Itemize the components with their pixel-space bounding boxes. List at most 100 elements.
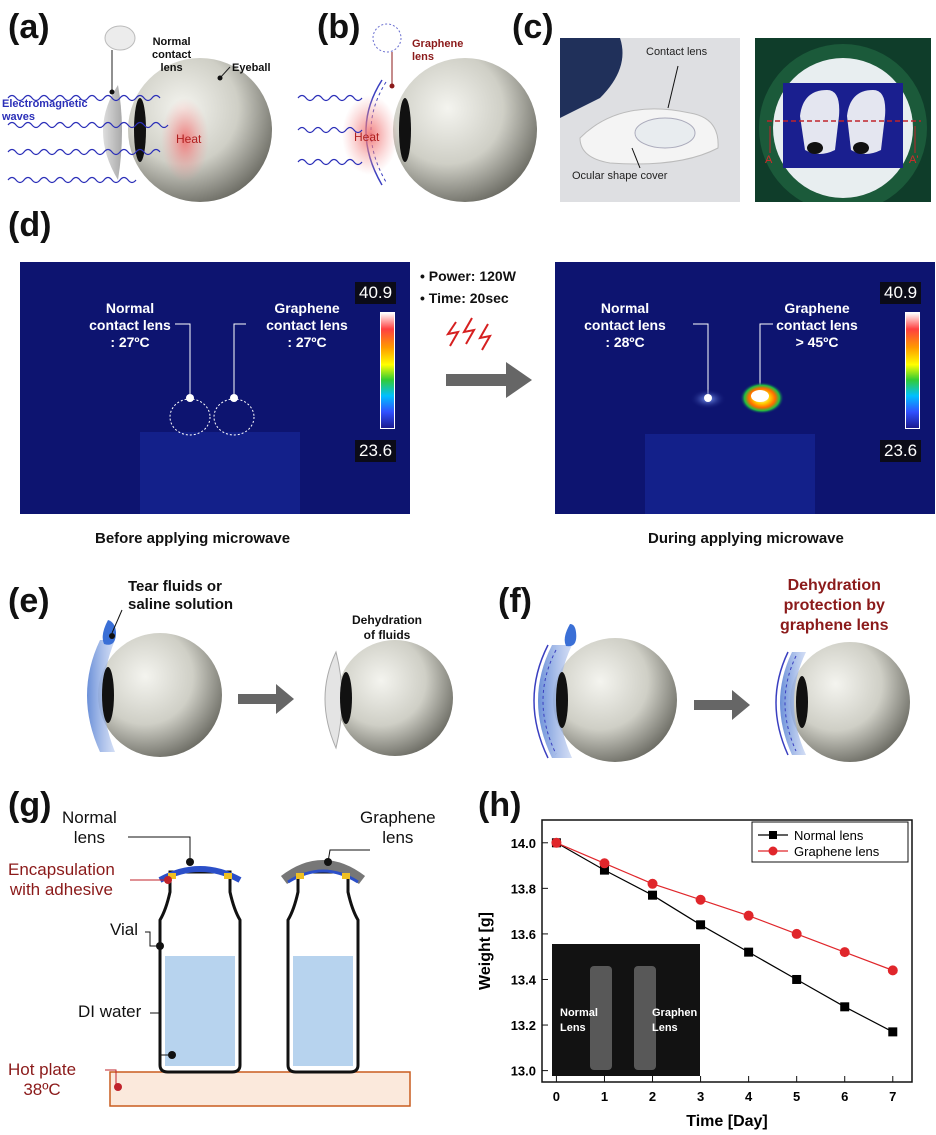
data-point-normal [744,947,754,957]
scale-min-before: 23.6 [355,440,397,462]
normal-contact-lens-label: Normal contact lens [152,36,192,74]
data-point-graphene [551,837,562,848]
tear-fluids-label: Tear fluids or saline solution [128,578,234,613]
color-scale-bar-during [905,312,920,429]
dehydration-of-fluids-label: Dehydration of fluids [352,613,423,642]
lens-cross-section-photo: A A' [755,38,931,202]
hot-plate [109,1071,411,1107]
eyeball-label: Eyeball [232,62,271,74]
vial-label: Vial [110,920,139,939]
data-point-normal [792,974,802,984]
time-value: Time: 20sec [428,290,509,306]
y-tick-label: 13.6 [511,927,536,942]
data-point-normal [648,890,658,900]
series-line-0 [556,842,894,1033]
inset-graphene-label: Lens [652,1022,678,1034]
color-scale-bar-before [380,312,395,429]
panel-label-b: (b) [317,8,361,46]
inset-normal-label: Lens [560,1022,586,1034]
normal-lens-temp-before: Normal contact lens : 27ºC [89,300,171,350]
data-point-graphene [695,894,706,905]
graphene-lens-temp-before: Graphene contact lens : 27ºC [266,300,348,350]
x-tick-label: 1 [601,1089,608,1104]
ocular-cover-label: Ocular shape cover [572,170,668,182]
panel-label-f: (f) [498,582,532,620]
microwave-conditions: • Power: 120W • Time: 20sec [420,268,516,306]
inset-vial-normal [590,966,612,1070]
section-label-a: A [765,154,773,166]
x-tick-label: 6 [841,1089,848,1104]
data-point-normal [599,865,609,875]
lightning-arrow-icon [445,317,532,398]
axis-ticks: 13.0 13.2 13.4 13.6 13.8 14.0 0 1 2 3 4 5 6 7 [511,836,897,1104]
thermal-image-during: Normal contact lens : 28ºC Graphene cont… [555,262,935,514]
y-tick-label: 13.8 [511,881,536,896]
inset-graphene-label: Graphen [652,1007,698,1019]
legend-box [751,821,909,863]
x-axis-label: Time [Day] [686,1113,768,1130]
panel-label-h: (h) [478,786,522,824]
section-label-a-prime: A' [909,154,919,166]
normal-lens-label-g: Normal lens [62,808,117,847]
panel-label-a: (a) [8,8,50,46]
inset-vial-graphene [634,966,656,1070]
data-point-normal [888,1027,898,1037]
x-tick-label: 0 [553,1089,560,1104]
before-microwave-caption: Before applying microwave [95,530,291,547]
heat-label-a: Heat [176,132,202,146]
y-tick-label: 13.2 [511,1018,536,1033]
series-line-1 [556,842,893,971]
legend-label-1: Graphene lens [794,844,880,859]
y-tick-label: 13.0 [511,1064,536,1079]
dehydration-diagram-e [87,609,453,757]
eye-diagram-b [297,23,537,202]
scale-max-before: 40.9 [355,282,397,304]
vial-setup-diagram [105,836,411,1107]
graphene-lens-label-g: Graphene lens [360,808,436,847]
dehydration-protection-label: Dehydration protection by graphene lens [780,577,889,634]
inset-photo-bg [552,944,700,1076]
inset-normal-label: Normal [560,1007,598,1019]
thermal-image-before: Normal contact lens : 27ºC Graphene cont… [20,262,410,514]
graphene-lens-temp-during: Graphene contact lens > 45ºC [776,300,858,350]
during-microwave-caption: During applying microwave [648,530,844,547]
data-point-graphene [839,947,850,958]
data-point-graphene [647,878,658,889]
eye-diagram-a [7,25,272,202]
x-tick-label: 5 [793,1089,800,1104]
data-point-normal [696,920,706,930]
x-tick-label: 2 [649,1089,656,1104]
panel-label-d: (d) [8,206,52,244]
y-axis-label: Weight [g] [477,912,494,990]
contact-lens-label: Contact lens [646,46,708,58]
em-waves-label: Electromagnetic waves [2,98,88,123]
x-tick-label: 3 [697,1089,704,1104]
x-tick-label: 4 [745,1089,753,1104]
y-tick-label: 13.4 [511,972,537,987]
legend-marker-normal [769,831,777,839]
heat-label-b: Heat [354,130,380,144]
legend-label-0: Normal lens [794,828,864,843]
legend-marker-graphene [768,846,778,856]
data-point-graphene [599,858,610,869]
encapsulation-label: Encapsulation with adhesive [8,860,115,899]
series-lines [556,842,894,1033]
y-tick-label: 14.0 [511,836,536,851]
scale-min-during: 23.6 [880,440,922,462]
panel-label-e: (e) [8,582,50,620]
panel-label-c: (c) [512,8,554,46]
power-value: Power: 120W [428,268,516,284]
inset-photo: Normal Lens Graphen Lens [552,944,700,1076]
di-water-label: DI water [78,1002,142,1021]
data-point-normal [840,1002,850,1012]
graphene-lens-label-b: Graphene lens [412,38,464,63]
series-markers [551,837,898,1037]
normal-lens-temp-during: Normal contact lens : 28ºC [584,300,666,350]
hot-plate-label: Hot plate 38ºC [8,1060,77,1099]
dehydration-protection-diagram-f [533,624,910,762]
data-point-graphene [743,910,754,921]
scale-max-during: 40.9 [880,282,922,304]
contact-lens-photo: Contact lens Ocular shape cover [560,38,740,202]
